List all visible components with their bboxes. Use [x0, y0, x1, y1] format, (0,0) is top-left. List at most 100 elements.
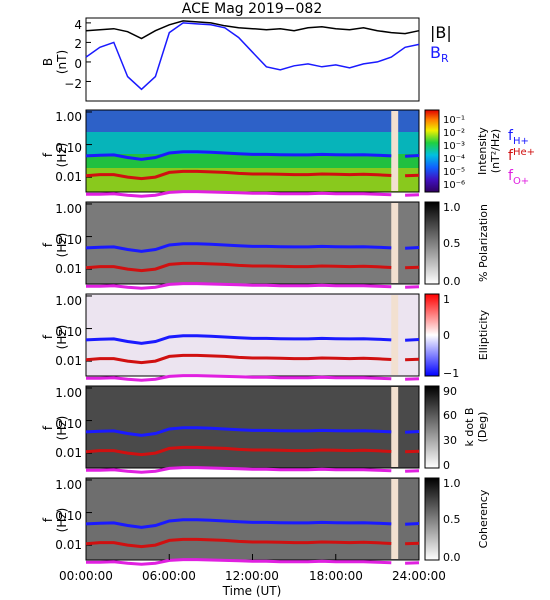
- gyro-line-o: [86, 558, 392, 566]
- x-tick-label: 06:00:00: [142, 569, 196, 583]
- gyro-line-h: [405, 154, 420, 158]
- x-axis-label: Time (UT): [222, 584, 282, 598]
- panel-k-dot-b-ytick-1: 1.00: [55, 386, 82, 400]
- gyro-line-o: [405, 377, 420, 381]
- x-axis: 00:00:00 06:00:00 12:00:00 18:00:00 24:0…: [59, 569, 446, 598]
- panel-b-ylabel: B: [41, 58, 55, 66]
- panel-k-dot-b-yunit: (Hz): [55, 416, 69, 441]
- gyro-line-he: [405, 449, 420, 454]
- colorbar-coherency-tick: 0.0: [443, 551, 461, 564]
- colorbar-intensity-unit: (nT²/Hz): [489, 129, 502, 173]
- data-gap-bar: [391, 387, 399, 467]
- panel-coherency: f (Hz) 1.00 0.10 0.01 1.0 0.5 0.0 Cohere…: [41, 477, 490, 564]
- colorbar-intensity-tick: 10⁻⁴: [443, 154, 465, 165]
- colorbar-intensity-label: Intensity: [476, 127, 489, 175]
- data-gap-bar: [391, 111, 399, 191]
- panel-ellipticity: f (Hz) 1.00 0.10 0.01 1 0 −1 Ellipticity: [41, 293, 490, 380]
- colorbar-ellipticity-tick: 1: [443, 293, 450, 306]
- panel-coherency-yunit: (Hz): [55, 508, 69, 533]
- panel-b-yunit: (nT): [55, 50, 69, 74]
- gyro-line-h: [85, 426, 392, 437]
- colorbar-k-dot-b-tick: 60: [443, 409, 457, 422]
- colorbar-intensity-tick: 10⁻³: [443, 141, 465, 152]
- panel-intensity-ylabel: f: [41, 152, 55, 157]
- panel-k-dot-b-background: [86, 386, 419, 468]
- colorbar-polarization-tick: 0.5: [443, 237, 461, 250]
- colorbar-intensity-tick: 10⁻⁵: [443, 167, 465, 178]
- series-line-b-magnitude: [85, 20, 420, 40]
- colorbar-ellipticity: [424, 293, 440, 377]
- panel-k-dot-b-ytick-001: 0.01: [55, 446, 82, 460]
- panel-intensity-band-mid: [86, 132, 419, 154]
- panel-intensity-yunit: (Hz): [55, 143, 69, 168]
- gyro-line-he: [85, 169, 392, 181]
- panel-b-ytick-0: 0: [74, 57, 82, 71]
- legend-f-h: fH+: [508, 128, 529, 147]
- gyro-line-he: [85, 537, 392, 549]
- panel-polarization-background: [86, 202, 419, 284]
- panel-intensity: f (Hz) 1.00 0.10 0.01 10⁻¹ 10⁻² 10⁻³ 10⁻…: [41, 109, 535, 193]
- colorbar-polarization-tick: 0.0: [443, 275, 461, 288]
- panel-ellipticity-ylabel: f: [41, 334, 55, 339]
- gyro-line-o: [405, 561, 420, 565]
- x-tick-label: 12:00:00: [225, 569, 279, 583]
- gyro-line-o: [405, 469, 420, 473]
- panel-coherency-ylabel: f: [41, 517, 55, 522]
- panel-ellipticity-background: [86, 294, 419, 376]
- gyro-line-h: [405, 522, 420, 526]
- colorbar-k-dot-b-label: k dot B: [463, 408, 476, 447]
- panel-polarization: f (Hz) 1.00 0.10 0.01 1.0 0.5 0.0 % Pola…: [41, 201, 490, 288]
- gyrofrequency-overlays: [85, 22, 420, 566]
- colorbar-k-dot-b-tick: 0: [443, 459, 450, 472]
- colorbar-polarization-tick: 1.0: [443, 201, 461, 214]
- legend-f-o: fO+: [508, 168, 529, 187]
- panel-intensity-ytick-001: 0.01: [55, 170, 82, 184]
- colorbar-intensity-tick: 10⁻²: [443, 128, 465, 139]
- panel-k-dot-b: f (Hz) 1.00 0.10 0.01 90 60 30 0 k dot B…: [41, 385, 489, 472]
- gyro-line-h: [405, 338, 420, 342]
- data-gap-bar: [391, 295, 399, 375]
- gyro-line-h: [85, 334, 392, 345]
- panel-intensity-band-low: [86, 168, 419, 192]
- data-gap-bar: [391, 203, 399, 283]
- panel-b-ytick-m2: −2: [64, 77, 82, 91]
- colorbar-k-dot-b: [424, 385, 440, 469]
- gyro-line-h: [85, 518, 392, 529]
- legend-f-he: fHe+: [508, 147, 535, 164]
- gyro-line-he: [85, 261, 392, 273]
- chart-title: ACE Mag 2019−082: [182, 1, 322, 17]
- gyro-line-o: [405, 193, 420, 197]
- series-line-b-radial: [85, 22, 420, 91]
- panel-coherency-background: [86, 478, 419, 560]
- panel-intensity-band-top: [86, 110, 419, 132]
- colorbar-intensity-tick: 10⁻⁶: [443, 180, 465, 191]
- colorbar-k-dot-b-tick: 30: [443, 434, 457, 447]
- legend-b-magnitude: |B|: [430, 23, 452, 42]
- gyro-line-he: [85, 445, 392, 457]
- panel-intensity-ytick-1: 1.00: [55, 110, 82, 124]
- colorbar-coherency-label: Coherency: [477, 489, 490, 548]
- panel-ellipticity-ytick-01: 0.10: [55, 325, 82, 339]
- gyro-line-he: [405, 357, 420, 362]
- gyro-line-h: [405, 430, 420, 434]
- colorbar-polarization-label: % Polarization: [477, 204, 490, 282]
- colorbar-ellipticity-label: Ellipticity: [477, 309, 490, 360]
- colorbar-k-dot-b-tick: 90: [443, 385, 457, 398]
- panel-coherency-ytick-001: 0.01: [55, 538, 82, 552]
- gyro-line-o: [86, 374, 392, 382]
- panel-polarization-ylabel: f: [41, 242, 55, 247]
- panel-polarization-yunit: (Hz): [55, 233, 69, 258]
- gyro-line-o: [86, 282, 392, 290]
- colorbar-intensity-tick: 10⁻¹: [443, 115, 465, 126]
- gyro-line-h: [405, 246, 420, 250]
- panel-b-ytick-4: 4: [74, 18, 82, 32]
- gyro-line-o: [86, 190, 392, 198]
- panel-b-ytick-2: 2: [74, 37, 82, 51]
- panel-k-dot-b-ytick-01: 0.10: [55, 417, 82, 431]
- data-gap-bar: [391, 479, 399, 559]
- panel-coherency-ytick-1: 1.00: [55, 478, 82, 492]
- x-tick-label: 18:00:00: [309, 569, 363, 583]
- colorbar-k-dot-b-unit: (Deg): [476, 412, 489, 443]
- gyro-line-o: [405, 285, 420, 289]
